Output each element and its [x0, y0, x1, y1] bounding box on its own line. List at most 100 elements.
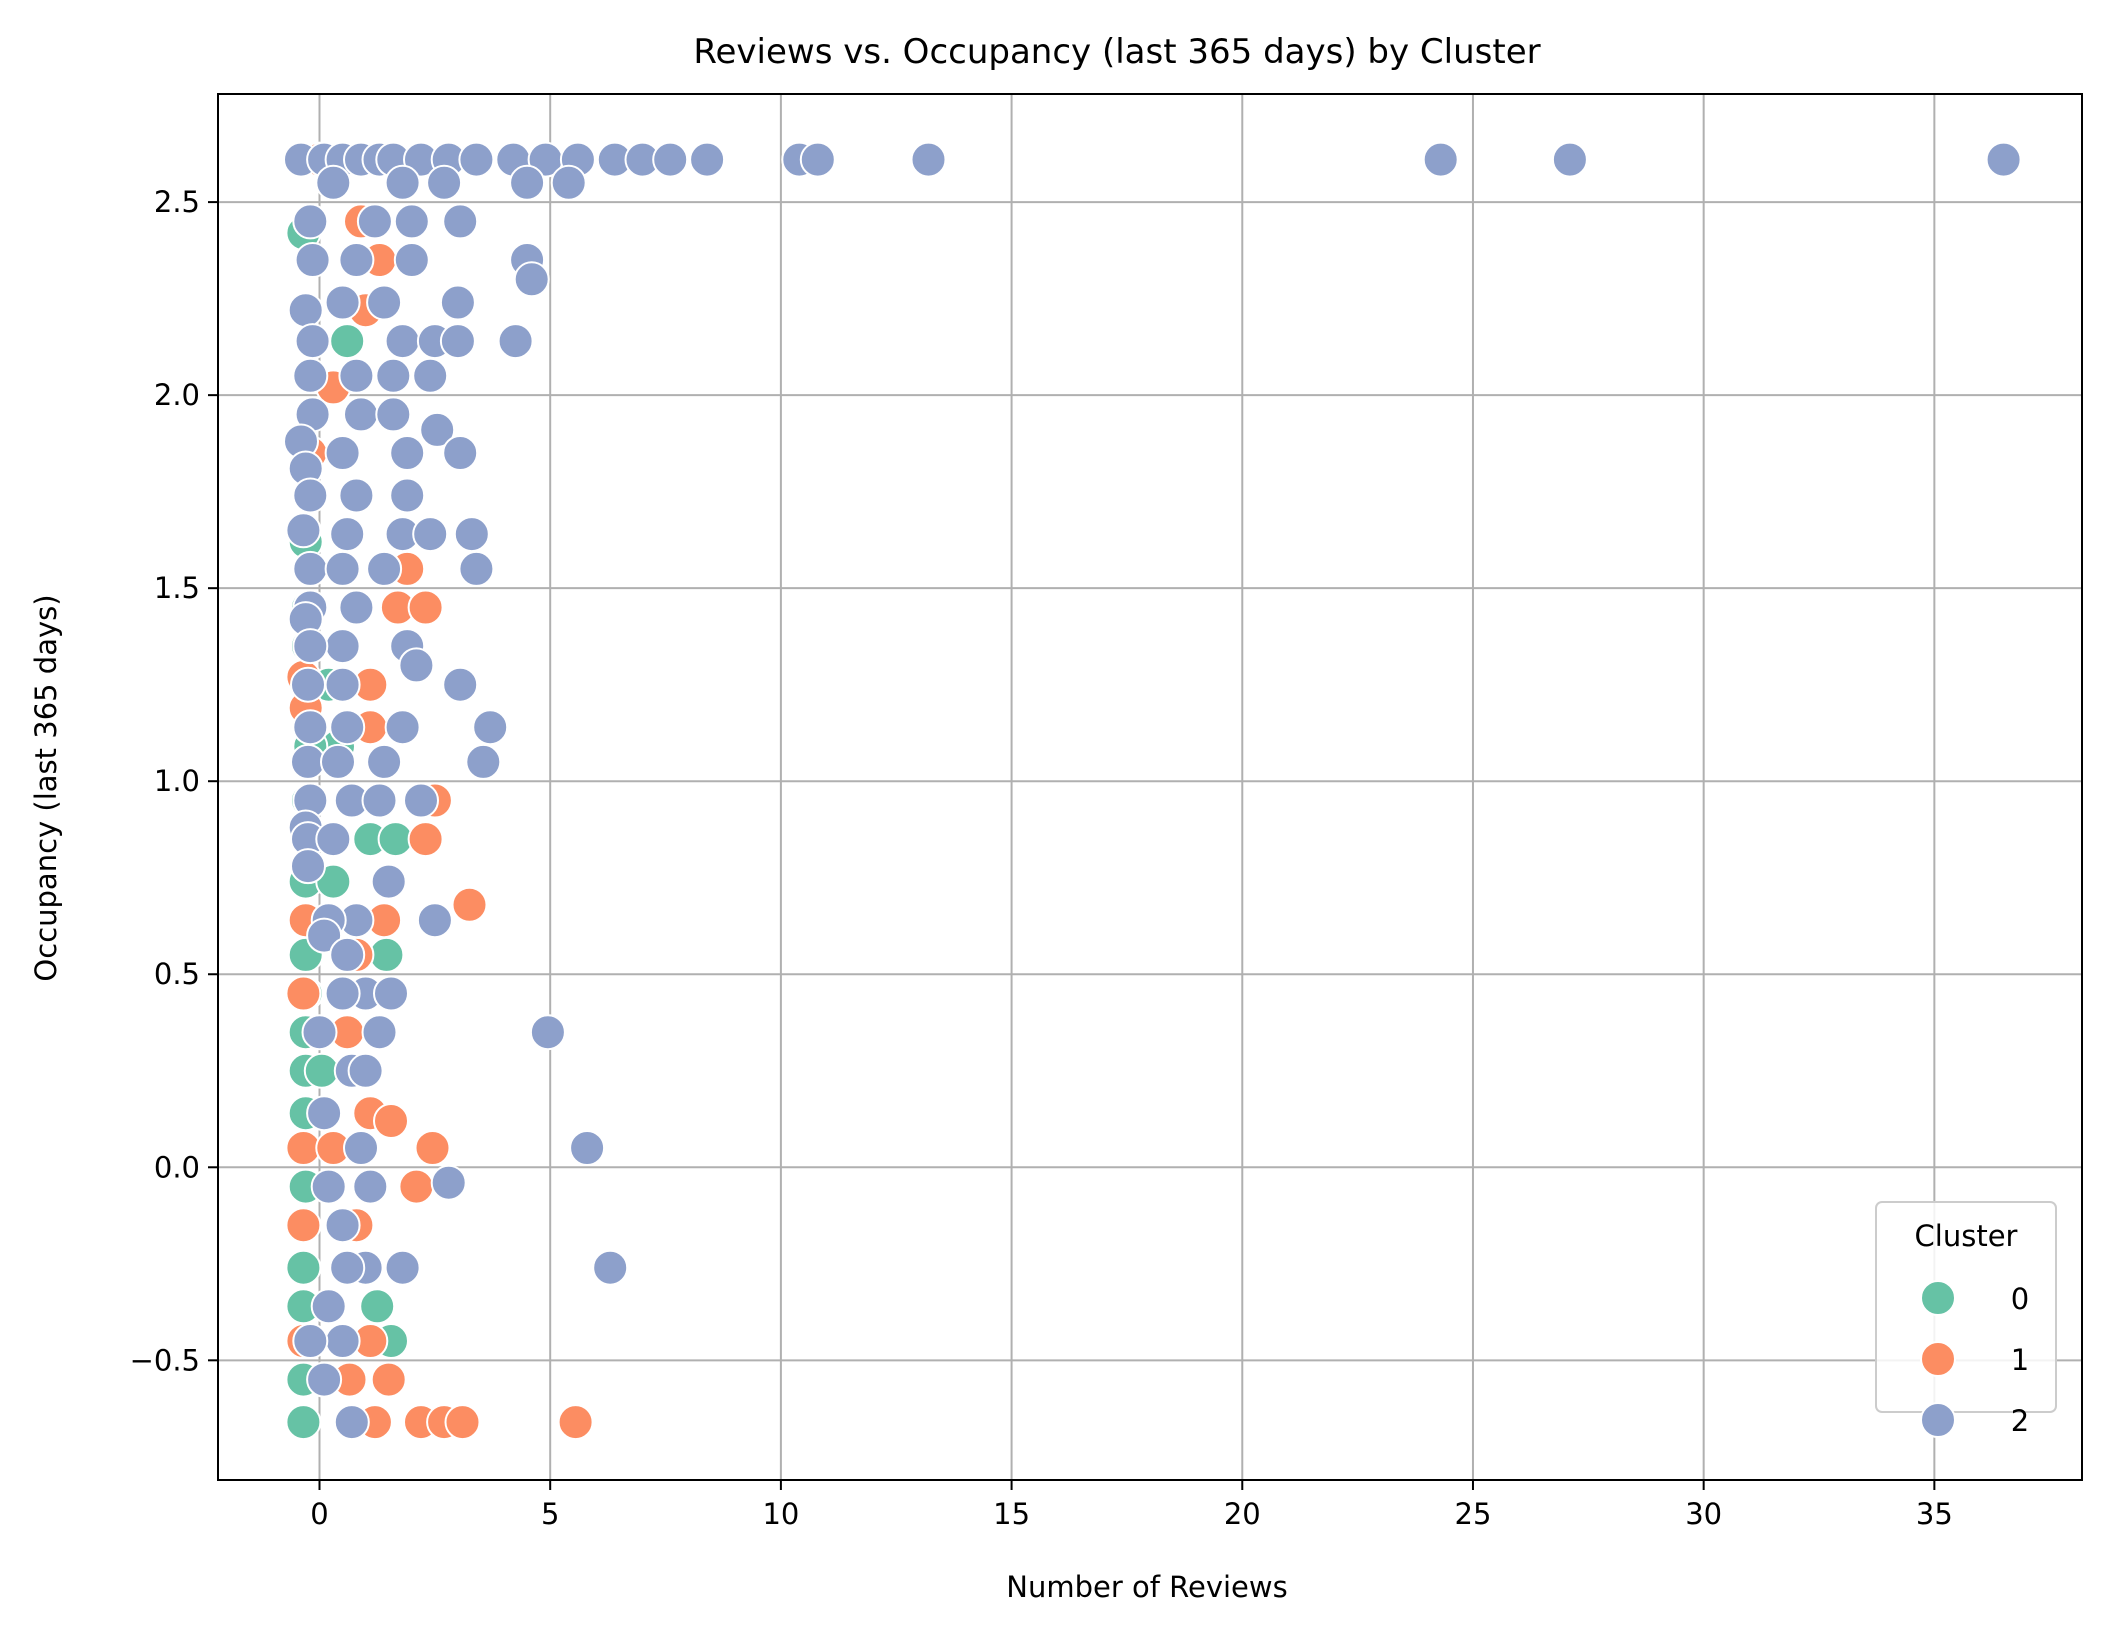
data-point-cluster-2	[329, 1249, 366, 1286]
data-point-cluster-2	[292, 1323, 329, 1359]
data-point-cluster-2	[310, 1288, 347, 1325]
plot-frame	[217, 93, 2083, 1481]
data-point-cluster-2	[290, 848, 326, 885]
data-point-cluster-2	[442, 666, 479, 703]
data-point-cluster-2	[324, 1207, 361, 1244]
data-point-cluster-2	[324, 1323, 361, 1359]
data-point-cluster-2	[389, 477, 426, 514]
grid-lines	[218, 94, 2082, 1480]
data-point-cluster-2	[352, 1168, 389, 1205]
data-point-cluster-1	[373, 1103, 409, 1139]
data-point-cluster-2	[294, 242, 331, 278]
data-point-cluster-2	[370, 863, 407, 900]
data-point-cluster-2	[324, 435, 361, 471]
data-point-cluster-0	[285, 1249, 322, 1286]
data-point-cluster-2	[416, 902, 453, 939]
data-point-cluster-2	[384, 323, 421, 360]
legend-marker-cluster-0	[1920, 1280, 1956, 1316]
data-point-cluster-2	[324, 284, 361, 321]
data-point-cluster-2	[338, 589, 375, 626]
x-tick-label: 15	[993, 1497, 1030, 1531]
data-point-cluster-2	[329, 709, 366, 746]
y-tick-label: 2.5	[154, 185, 200, 219]
data-point-cluster-2	[375, 396, 412, 433]
x-tick-label: 35	[1916, 1497, 1953, 1531]
data-point-cluster-2	[361, 1014, 398, 1051]
data-point-cluster-2	[384, 1249, 421, 1286]
legend-title: Cluster	[1915, 1219, 2018, 1253]
x-tick-label: 0	[310, 1497, 328, 1531]
data-point-cluster-2	[412, 357, 449, 394]
x-tick-label: 10	[762, 1497, 799, 1531]
data-point-cluster-2	[290, 743, 326, 780]
axis-ticks: 0 5 10 15 20 25 30 35 −0.5 0.0 0.5 1.0 1.5 2.0 2.5	[130, 185, 1953, 1531]
data-point-cluster-2	[384, 164, 421, 201]
data-point-cluster-2	[393, 203, 430, 240]
data-point-cluster-2	[529, 1014, 566, 1051]
data-point-cluster-2	[592, 1249, 629, 1286]
data-point-cluster-2	[329, 936, 366, 973]
legend-marker-cluster-2	[1920, 1402, 1956, 1438]
data-point-cluster-2	[338, 242, 375, 278]
data-point-cluster-2	[310, 1168, 347, 1205]
legend-entries: 0 1 2	[1920, 1280, 2029, 1438]
data-point-cluster-2	[290, 666, 326, 703]
data-point-cluster-2	[294, 323, 331, 360]
data-point-cluster-2	[343, 1130, 379, 1166]
data-point-cluster-2	[389, 435, 426, 471]
data-point-cluster-2	[285, 512, 322, 549]
data-point-cluster-1	[444, 1404, 481, 1441]
data-point-cluster-2	[569, 1130, 606, 1166]
data-point-cluster-2	[292, 477, 329, 514]
y-tick-label: 2.0	[154, 378, 200, 412]
data-point-cluster-2	[324, 550, 361, 587]
y-tick-label: 1.5	[154, 571, 200, 605]
data-point-cluster-0	[368, 936, 405, 973]
data-point-cluster-2	[324, 666, 361, 703]
data-point-cluster-2	[292, 203, 329, 240]
data-point-cluster-2	[398, 647, 435, 684]
data-point-cluster-2	[373, 975, 409, 1012]
data-point-cluster-0	[377, 821, 414, 858]
x-tick-label: 30	[1685, 1497, 1722, 1531]
data-point-cluster-2	[333, 1404, 370, 1441]
data-point-cluster-2	[430, 1164, 467, 1201]
y-axis-label: Occupancy (last 365 days)	[29, 594, 63, 981]
legend: Cluster 0 1 2	[1875, 1201, 2057, 1438]
data-point-cluster-2	[472, 709, 509, 746]
data-point-cluster-2	[403, 782, 439, 819]
y-tick-label: −0.5	[130, 1343, 200, 1377]
data-point-cluster-2	[320, 743, 356, 780]
data-point-cluster-2	[356, 203, 393, 240]
data-point-cluster-2	[343, 396, 379, 433]
x-axis-label: Number of Reviews	[1006, 1570, 1287, 1604]
x-tick-label: 25	[1455, 1497, 1492, 1531]
data-point-cluster-1	[407, 589, 444, 626]
data-point-cluster-2	[1985, 141, 2022, 178]
legend-marker-cluster-1	[1920, 1341, 1956, 1377]
data-point-cluster-2	[439, 284, 476, 321]
data-point-cluster-2	[347, 1052, 384, 1089]
data-point-cluster-1	[407, 821, 444, 858]
data-point-cluster-2	[306, 1361, 343, 1398]
data-point-cluster-2	[458, 550, 495, 587]
data-point-cluster-0	[329, 323, 366, 360]
x-tick-label: 5	[541, 1497, 559, 1531]
data-point-cluster-2	[306, 1095, 343, 1132]
x-tick-label: 20	[1224, 1497, 1261, 1531]
data-point-cluster-0	[285, 1404, 322, 1441]
data-point-cluster-1	[285, 975, 322, 1012]
data-point-cluster-2	[315, 164, 352, 201]
y-tick-label: 0.0	[154, 1150, 200, 1184]
data-point-cluster-2	[324, 628, 361, 665]
legend-label-cluster-1: 1	[2011, 1343, 2029, 1377]
y-tick-label: 1.0	[154, 764, 200, 798]
data-point-cluster-2	[453, 516, 490, 553]
y-tick-label: 0.5	[154, 957, 200, 991]
data-point-cluster-2	[287, 292, 324, 329]
data-point-cluster-2	[301, 1014, 338, 1051]
data-point-cluster-2	[292, 628, 329, 665]
data-point-cluster-2	[419, 411, 456, 448]
